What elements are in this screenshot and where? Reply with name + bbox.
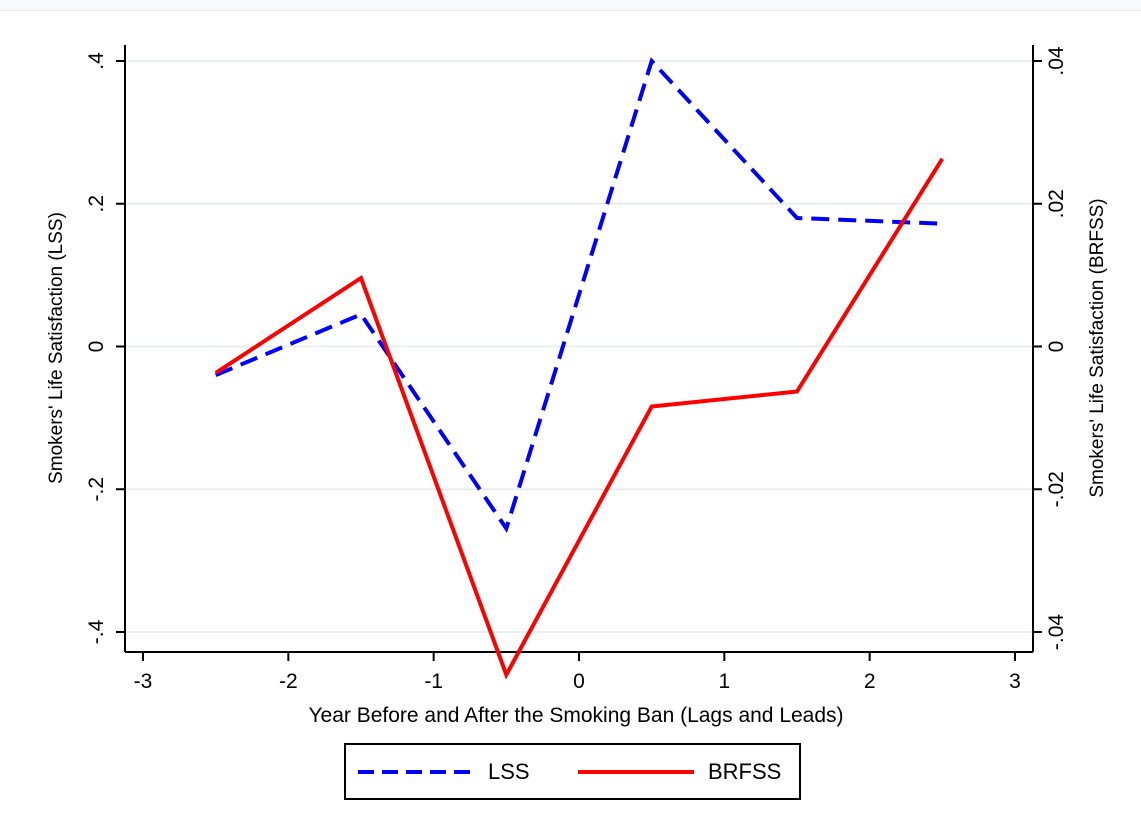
tick-labels: -3 -2 -1 0 1 2 3 -.4 -.2 0 .2 .4 -.04 -.02 0 .02 .04 (85, 46, 1068, 693)
x-tick-label-5: 2 (864, 670, 876, 693)
top-border (0, 0, 1141, 11)
y-right-tick-label-4: .04 (1045, 46, 1068, 76)
series-line-lss (214, 57, 943, 534)
x-tick-label-4: 1 (718, 670, 730, 693)
legend: LSS BRFSS (344, 743, 801, 800)
y-left-tick-label-2: 0 (85, 341, 108, 353)
x-tick-label-6: 3 (1009, 670, 1021, 693)
x-tick-label-0: -3 (134, 670, 153, 693)
y-left-tick-label-3: .2 (85, 195, 108, 213)
legend-item-lss: LSS (356, 745, 530, 798)
x-tick-label-3: 0 (573, 670, 585, 693)
y-axis-label-right: Smokers' Life Satisfaction (BRFSS) (1087, 198, 1108, 497)
x-tick-label-2: -1 (424, 670, 443, 693)
y-left-tick-label-1: -.2 (85, 477, 108, 502)
y-right-tick-label-2: 0 (1045, 341, 1068, 353)
y-left-tick-label-0: -.4 (85, 619, 108, 644)
y-right-tick-label-3: .02 (1045, 189, 1068, 218)
y-right-tick-label-0: -.04 (1045, 614, 1068, 651)
series-line-brfss (214, 157, 944, 680)
legend-label-lss: LSS (488, 758, 530, 784)
axes (116, 45, 1042, 661)
series-group (214, 57, 944, 680)
x-axis-label: Year Before and After the Smoking Ban (L… (308, 704, 843, 727)
legend-label-brfss: BRFSS (708, 758, 782, 784)
legend-swatch-brfss (578, 769, 694, 774)
x-tick-label-1: -2 (279, 670, 298, 693)
y-left-tick-label-4: .4 (85, 52, 108, 70)
gridlines (125, 60, 1033, 633)
y-right-tick-label-1: -.02 (1045, 471, 1068, 507)
y-axis-label-left: Smokers' Life Satisfaction (LSS) (46, 212, 67, 484)
legend-item-brfss: BRFSS (576, 745, 781, 798)
legend-swatch-lss (358, 769, 474, 774)
